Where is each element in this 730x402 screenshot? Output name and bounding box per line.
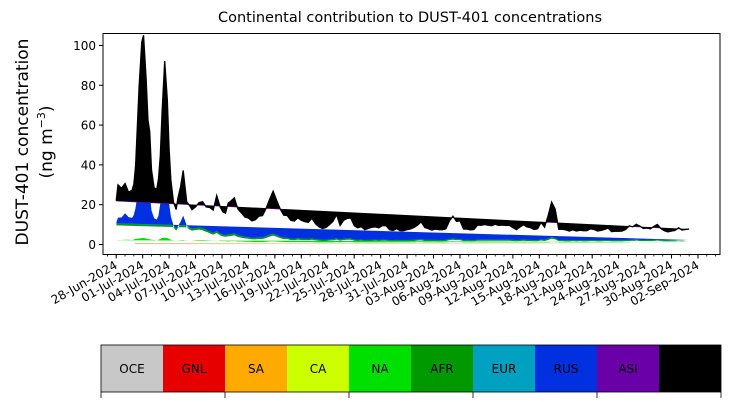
legend-label-aus: AUS: [678, 362, 703, 376]
y-tick-label: 0: [88, 238, 96, 252]
legend-swatch-oce: [101, 345, 163, 392]
y-tick-label: 40: [81, 158, 96, 172]
area-series-na: [116, 237, 690, 243]
y-axis-label-line2: (ng m−3): [35, 105, 57, 178]
legend-swatch-eur: [473, 345, 535, 392]
legend-frame: [100, 344, 722, 393]
legend-label-ca: CA: [310, 362, 327, 376]
y-tick-label: 20: [81, 198, 96, 212]
y-axis-label-close: ): [37, 105, 57, 112]
legend-label-rus: RUS: [554, 362, 579, 376]
total-concentration-line: [115, 35, 690, 233]
y-tick-label: 60: [81, 119, 96, 133]
legend-label-gnl: GNL: [182, 362, 207, 376]
legend-swatch-asi: [597, 345, 659, 392]
legend-label-na: NA: [371, 362, 389, 376]
legend-label-afr: AFR: [430, 362, 453, 376]
legend-swatch-afr: [411, 345, 473, 392]
legend-label-asi: ASI: [618, 362, 637, 376]
legend-label-oce: OCE: [119, 362, 144, 376]
legend-swatch-gnl: [163, 345, 225, 392]
legend-swatch-sa: [225, 345, 287, 392]
legend-swatch-rus: [535, 345, 597, 392]
y-axis-label: DUST-401 concentration (ng m−3): [13, 39, 57, 246]
legend-swatch-aus: [659, 345, 721, 392]
y-axis: 0 20 40 60 80 100: [73, 39, 103, 252]
chart-title: Continental contribution to DUST-401 con…: [218, 10, 602, 26]
legend-swatch-ca: [287, 345, 349, 392]
plot-frame: [102, 33, 721, 255]
legend-label-eur: EUR: [492, 362, 517, 376]
legend-label-sa: SA: [248, 362, 265, 376]
y-axis-label-line1: DUST-401 concentration: [13, 39, 33, 246]
y-tick-label: 100: [73, 39, 96, 53]
x-axis: 28-Jun-202401-Jul-202404-Jul-202407-Jul-…: [49, 254, 716, 309]
y-tick-label: 80: [81, 79, 96, 93]
y-axis-label-exponent: −3: [35, 112, 48, 128]
legend: OCE GNL SA CA NA AFR EUR RUS ASI AUS: [100, 344, 722, 398]
y-axis-label-unit: (ng m: [37, 128, 57, 178]
plot-areas: [116, 35, 690, 245]
legend-swatch-na: [349, 345, 411, 392]
plot-lines: [115, 35, 690, 233]
